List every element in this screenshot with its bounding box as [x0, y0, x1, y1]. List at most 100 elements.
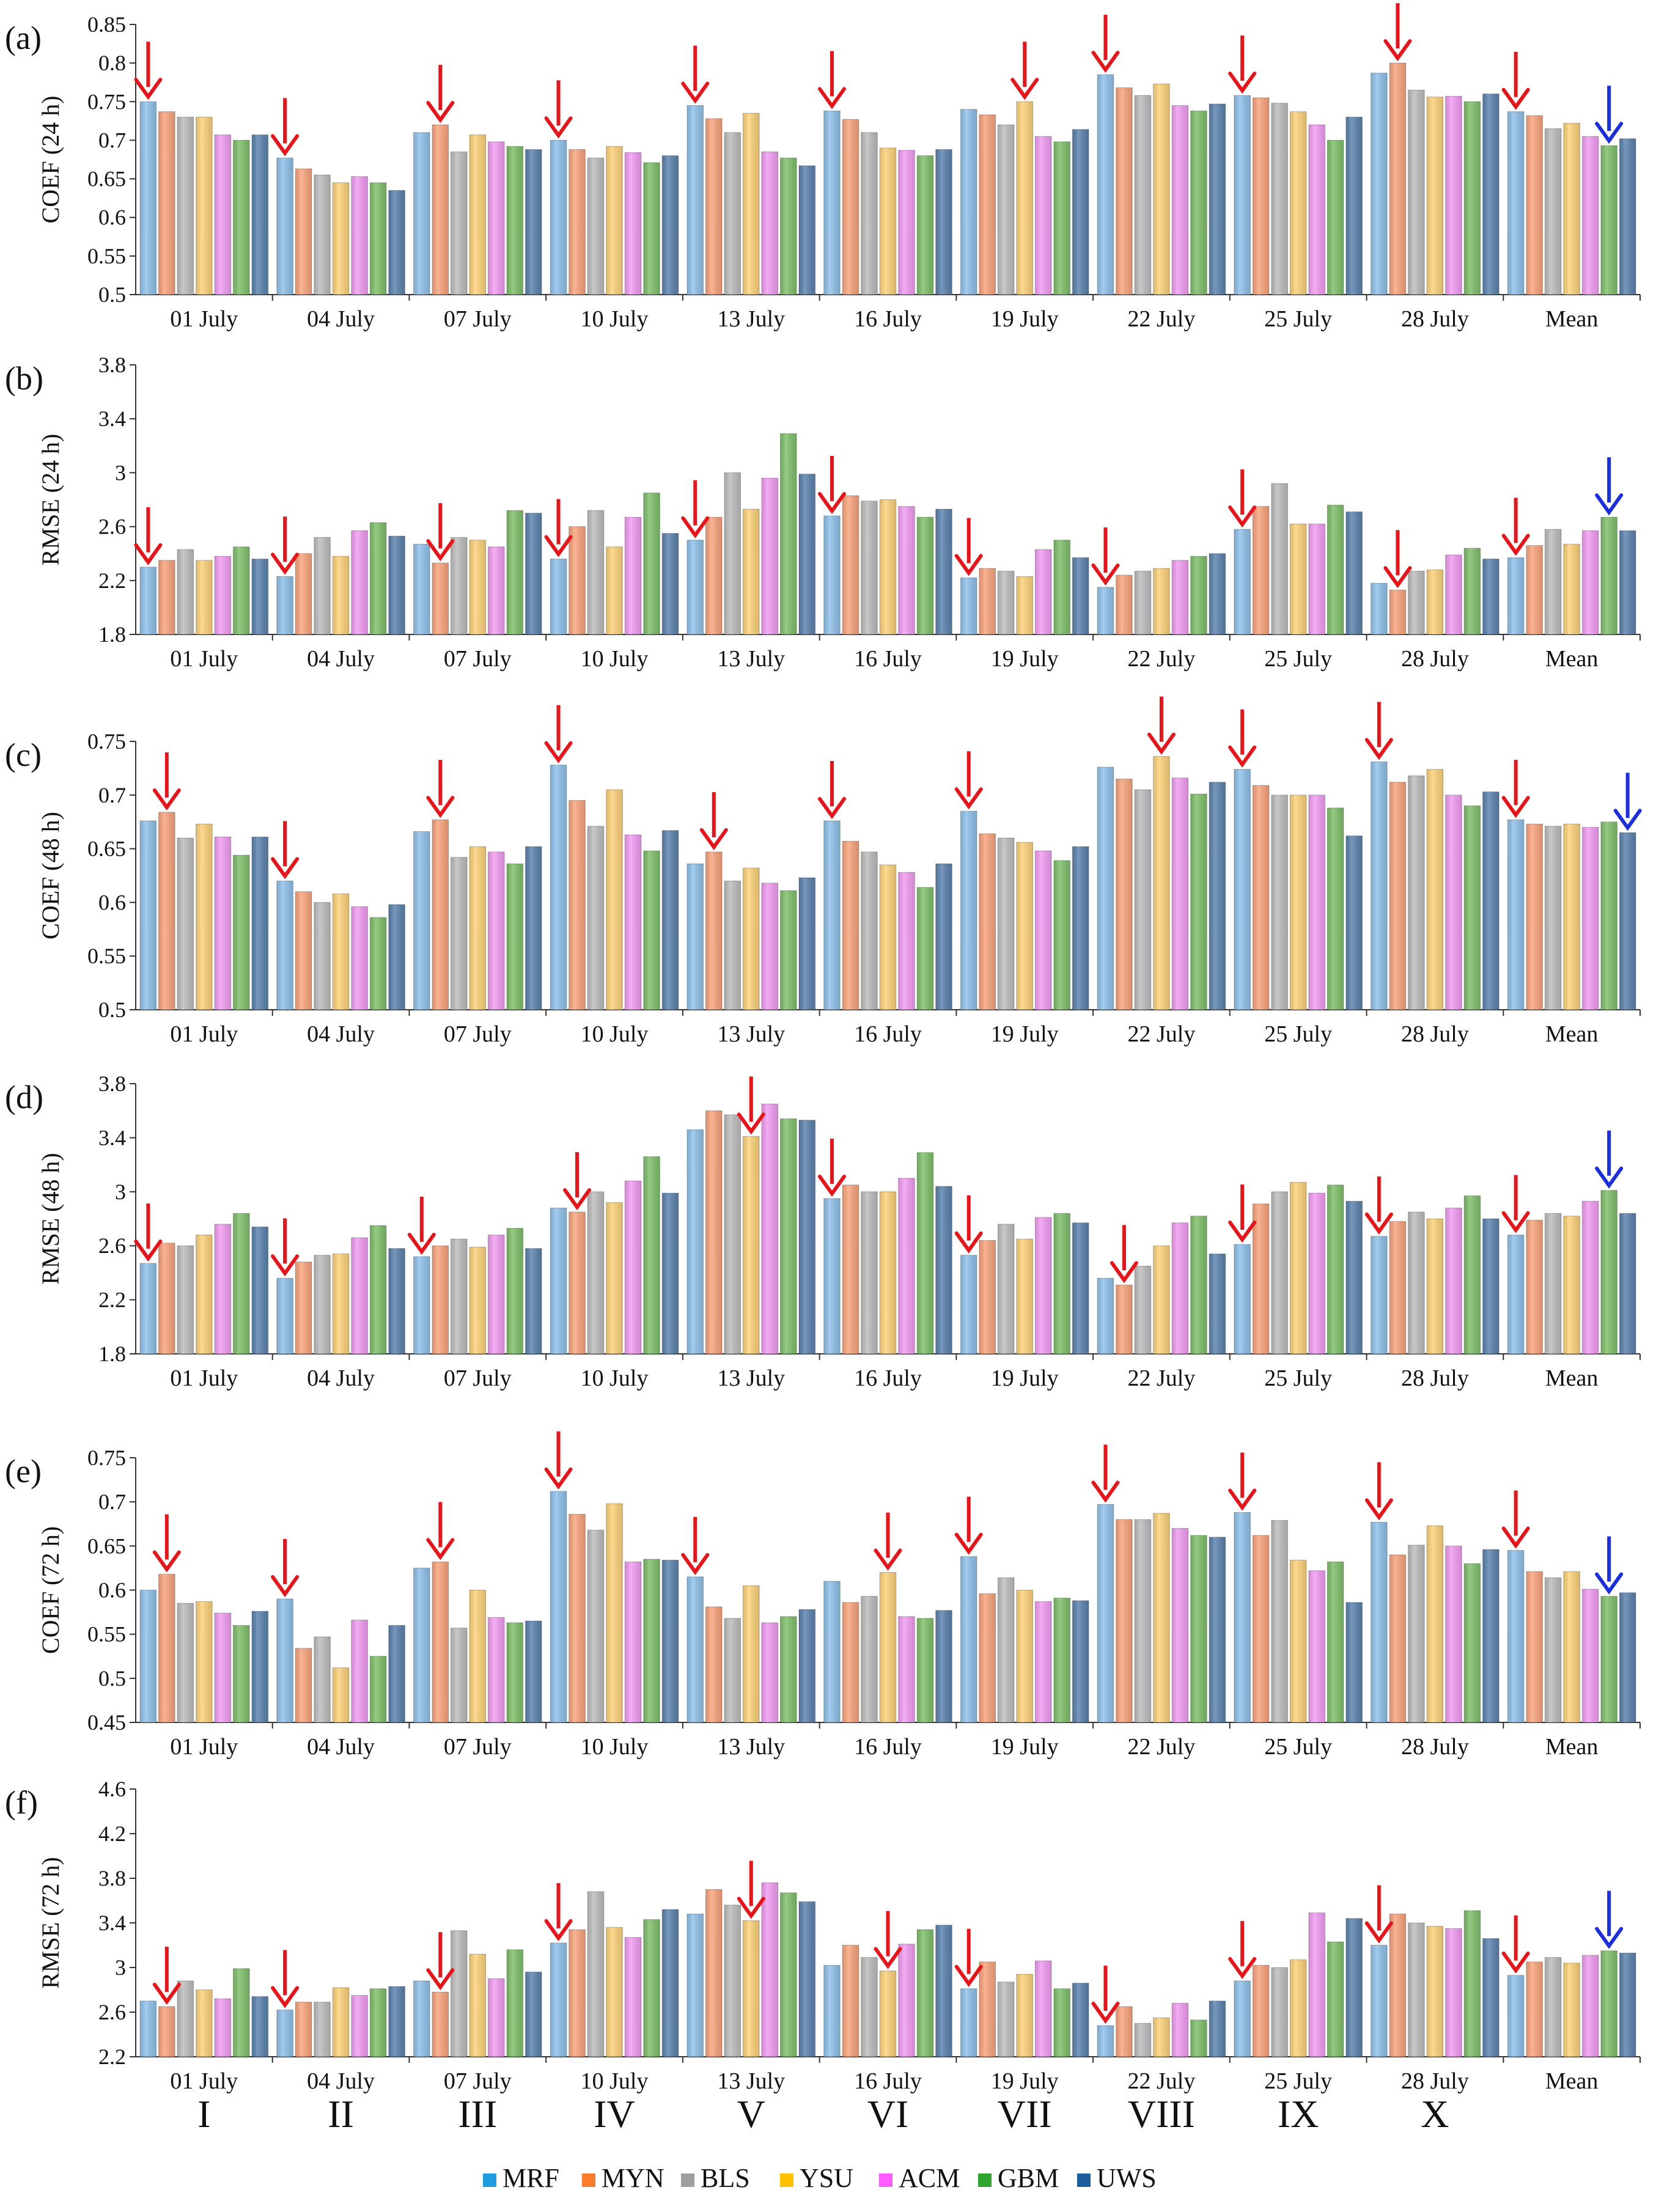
best-model-arrow [1364, 1885, 1393, 1944]
x-tick-label: Mean [1545, 646, 1599, 672]
roman-label: I [197, 2092, 210, 2136]
bar-shade [1389, 1221, 1406, 1354]
bar-shade [1600, 517, 1617, 634]
bar-shade [1016, 576, 1033, 634]
best-model-arrow [152, 1946, 181, 2005]
bar-shade [1545, 1213, 1561, 1354]
legend-label: YSU [800, 2163, 853, 2193]
x-tick-label: 01 July [170, 306, 238, 332]
bar-shade [1526, 545, 1543, 634]
x-tick-label: 10 July [581, 1734, 649, 1760]
best-model-arrow [1147, 696, 1176, 755]
bar-shade [413, 544, 430, 634]
x-tick-label: 22 July [1128, 2068, 1196, 2094]
best-model-arrow [699, 792, 728, 851]
bar-shade [1600, 145, 1617, 295]
bar-shade [960, 1988, 977, 2057]
y-tick-label: 3.8 [98, 353, 126, 377]
bar-shade [140, 820, 156, 1010]
legend-item-bls: BLS [681, 2163, 750, 2193]
legend-item-myn: MYN [582, 2163, 664, 2193]
bar-shade [1072, 1983, 1089, 2057]
panel-label: (a) [5, 20, 42, 56]
bar-shade [1408, 1545, 1425, 1722]
bar-shade [935, 1610, 952, 1722]
bar-shade [1600, 1950, 1617, 2057]
x-tick-label: 25 July [1264, 1021, 1332, 1047]
panel-d: (d) RMSE (48 h) 3.8 3.4 3 2.6 2.2 1.8 01 July 04 … [5, 1071, 1641, 1391]
bar-shade [662, 1909, 679, 2057]
bar-shade [960, 811, 977, 1010]
best-model-arrow [407, 1196, 436, 1255]
bar-shade [625, 1937, 641, 2057]
bar-shade [1327, 505, 1344, 634]
x-tick-label: 28 July [1401, 1734, 1469, 1760]
panel-label: (f) [5, 1784, 38, 1821]
bar-shade [432, 125, 449, 295]
bar-shade [351, 176, 368, 295]
bar-shade [1582, 1201, 1599, 1354]
bar-shade [1482, 792, 1500, 1010]
bar-shade [370, 1225, 386, 1354]
bar-shade [233, 140, 250, 295]
x-tick-label: 13 July [717, 2068, 785, 2094]
panel-e: (e) COEF (72 h) 0.75 0.7 0.65 0.6 0.55 0.5 0.45 0… [5, 1431, 1641, 1760]
bar-shade [469, 847, 486, 1010]
bar-shade [1507, 1550, 1524, 1722]
bar-shade [507, 1622, 523, 1722]
roman-label: II [328, 2092, 354, 2136]
bar-shade [451, 537, 468, 634]
bar-shade [1290, 111, 1306, 295]
y-tick-label: 3.8 [98, 1071, 126, 1096]
y-axis-title: COEF (48 h) [37, 812, 64, 939]
bar-shade [432, 1992, 449, 2057]
bar-shade [569, 149, 586, 295]
bar-shade [1097, 75, 1114, 295]
y-tick-label: 0.65 [87, 1534, 126, 1558]
x-tick-label: 25 July [1264, 306, 1332, 332]
bar-shade [351, 531, 368, 634]
x-tick-label: 22 July [1128, 306, 1196, 332]
bar-shade [525, 1621, 542, 1722]
bar-shade [743, 1136, 760, 1354]
best-model-arrow [544, 705, 573, 763]
y-tick-label: 0.45 [87, 1710, 126, 1735]
y-tick-label: 0.55 [87, 944, 126, 968]
bar-shade [276, 1278, 293, 1354]
bar-shade [1327, 807, 1344, 1010]
bar-shade [1271, 483, 1288, 634]
y-tick-label: 1.8 [98, 1342, 126, 1366]
bar-shade [1190, 2019, 1207, 2057]
bar-shade [451, 1628, 468, 1722]
bar-shade [823, 111, 841, 295]
bar-shade [687, 105, 704, 295]
bar-shade [1619, 531, 1636, 634]
bar-shade [488, 546, 505, 634]
bar-shade [1016, 1974, 1033, 2057]
bar-shade [432, 820, 449, 1010]
bar-shade [1253, 506, 1269, 634]
bar-shade [215, 134, 231, 295]
bar-shade [880, 499, 896, 634]
bar-shade [295, 2002, 312, 2057]
best-model-arrow [426, 760, 455, 818]
best-model-arrow [1364, 1462, 1393, 1521]
bar-shade [743, 1586, 760, 1722]
x-tick-label: 01 July [170, 1021, 238, 1047]
bar-shade [1053, 860, 1070, 1010]
bar-shade [1582, 1955, 1599, 2057]
bar-shade [1545, 1957, 1561, 2057]
bar-shade [314, 1636, 331, 1722]
bar-shade [1035, 851, 1051, 1010]
bar-shade [842, 841, 859, 1010]
bar-shade [1371, 1236, 1388, 1354]
y-tick-label: 2.6 [98, 1233, 126, 1258]
bar-shade [1464, 806, 1481, 1010]
y-tick-label: 0.6 [98, 1578, 126, 1603]
bar-shade [1053, 1988, 1070, 2057]
bar-shade [1507, 1975, 1524, 2057]
best-model-arrow [1383, 530, 1412, 589]
bar-shade [1016, 101, 1033, 295]
bar-shade [1600, 821, 1617, 1010]
bar-shade [705, 1606, 723, 1722]
